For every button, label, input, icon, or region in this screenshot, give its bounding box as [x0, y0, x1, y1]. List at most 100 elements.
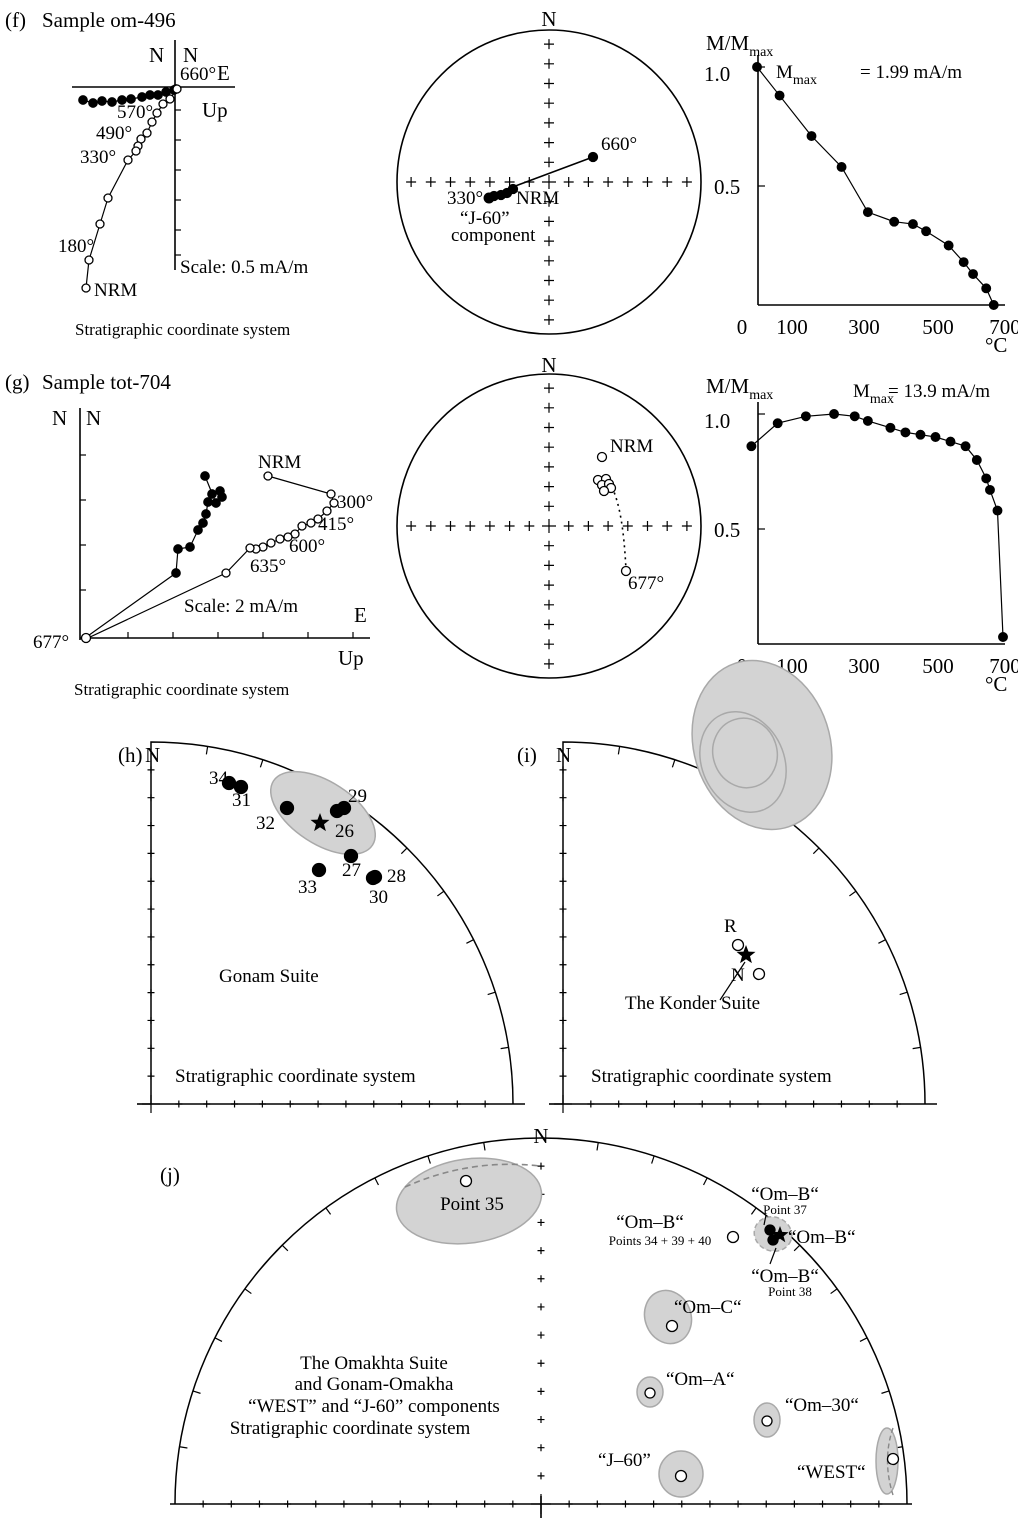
net-j-arc-tick: [374, 1177, 380, 1186]
net-i-etick: [865, 1100, 873, 1108]
net-j-desc-2: and Gonam-Omakha: [295, 1374, 454, 1395]
net-j-etick: [819, 1500, 827, 1508]
net-j-wtick: [199, 1500, 207, 1508]
demag-f-ytick-label: 0.5: [714, 175, 740, 199]
stereonet-f-tick: [544, 137, 554, 148]
demag-f-xtick-label: 0: [737, 315, 748, 339]
net-j-etick: [734, 1500, 742, 1508]
stereonet-g-tick: [544, 461, 554, 472]
demag-g-xtick-label: 300: [848, 654, 880, 678]
zij-f-vertical-point: [152, 108, 162, 118]
net-j-arc-tick: [483, 1142, 486, 1151]
net-i-etick: [754, 1100, 762, 1108]
zij-g-vertical-point: [266, 538, 276, 548]
net-j-wtick: [340, 1500, 348, 1508]
net-j-arc-tick: [281, 1244, 289, 1252]
zij-g-vertical-point: [221, 568, 231, 578]
stereonet-f-tick: [544, 216, 554, 227]
panel-label-g: (g): [5, 370, 30, 394]
net-j-ntick: [537, 1387, 545, 1395]
net-j-wtick: [453, 1500, 461, 1508]
net-h-arc-tick: [259, 759, 264, 768]
stereonet-g-point-677: [620, 565, 632, 577]
demag-f-mmax-main: M: [776, 62, 793, 83]
net-i-etick: [782, 1100, 790, 1108]
zij-g-coord: Stratigraphic coordinate system: [74, 680, 289, 699]
stereonet-f-point-330: [483, 192, 495, 204]
net-j-etick: [593, 1500, 601, 1508]
demag-f-curve-point: [752, 62, 762, 72]
stereonet-f-center: [542, 175, 556, 189]
zij-f-vertical-point: [123, 155, 133, 165]
zij-g-north-label-1: N: [52, 406, 67, 430]
net-j-wtick: [368, 1500, 376, 1508]
demag-g-xtick-label: 700: [989, 654, 1018, 678]
net-i-ntick: [559, 877, 567, 885]
stereonet-g-north: N: [541, 353, 556, 377]
net-i-ntick: [559, 989, 567, 997]
zij-f-vertical-point: [95, 219, 105, 229]
stereonet-f-tick: [544, 78, 554, 89]
stereonet-f-label-nrm: NRM: [516, 188, 559, 209]
net-i-etick: [670, 1100, 678, 1108]
net-i-etick: [726, 1100, 734, 1108]
net-i-etick: [615, 1100, 623, 1108]
zij-g-label-635: 635°: [250, 556, 286, 577]
zij-g-horizontal-point: [200, 471, 210, 481]
zij-g-horizontal-point: [185, 542, 195, 552]
net-j-label-oma: “Om–A“: [666, 1369, 735, 1390]
stereonet-g-tick: [544, 383, 554, 394]
net-i-etick: [587, 1100, 595, 1108]
stereonet-g-tick: [583, 521, 594, 531]
stereonet-g-tick: [544, 560, 554, 571]
net-h-arc-tick: [400, 847, 408, 855]
zij-g-up-label: Up: [338, 646, 364, 670]
net-h-north: N: [145, 743, 160, 767]
zij-f-vertical-point: [172, 84, 182, 94]
demag-f-unit: °C: [985, 333, 1007, 357]
stereonet-f-tick: [544, 196, 554, 207]
net-i-arc-tick: [617, 746, 621, 755]
net-i-ntick: [559, 766, 567, 774]
net-h-point: [233, 779, 249, 795]
net-i-arc-tick: [849, 890, 857, 897]
stereonet-f-tick: [544, 236, 554, 247]
net-j-arc-tick: [750, 1207, 757, 1215]
demag-g-ylabel: M/Mmax: [706, 374, 773, 403]
net-j-wtick: [227, 1500, 235, 1508]
stereonet-f-tick: [544, 295, 554, 306]
demag-g-curve-point: [746, 441, 757, 452]
net-j-center: [531, 1494, 551, 1514]
net-i-ntick: [559, 794, 567, 802]
net-h-ntick: [147, 794, 155, 802]
demag-f-curve-point: [889, 216, 900, 227]
stereonet-g-tick: [544, 422, 554, 433]
net-j-label-omb38-point: Point 38: [768, 1284, 812, 1299]
net-i-etick: [643, 1100, 651, 1108]
zij-g-horizontal-point: [211, 498, 221, 508]
net-h-ntick: [147, 849, 155, 857]
demag-g-curve-point: [900, 427, 911, 438]
net-h-ntick: [147, 877, 155, 885]
zij-g-origin-point: [80, 632, 92, 644]
stereonet-f-tick: [603, 177, 614, 187]
demag-g-curve-point: [862, 415, 873, 426]
net-j-label-omb-star: “Om–B“: [788, 1227, 856, 1248]
net-h-label-27: 27: [342, 860, 361, 881]
sample-title-f: Sample om-496: [42, 8, 176, 32]
net-h-arc-tick: [205, 746, 209, 755]
stereonet-f-tick: [563, 177, 574, 187]
net-h-boundary: [150, 741, 514, 1105]
net-j-label-west: “WEST“: [797, 1462, 866, 1483]
stereonet-f-tick: [425, 177, 436, 187]
net-h-label-32: 32: [256, 813, 275, 834]
stereonet-g-label-677: 677°: [628, 573, 664, 594]
net-j-arc-tick: [702, 1177, 708, 1186]
net-j-ellipse-point35: [395, 1157, 543, 1245]
zij-f-vertical-point: [158, 99, 168, 109]
net-j-point-omb-group: [726, 1230, 740, 1244]
zij-g-horizontal-point: [193, 525, 203, 535]
zij-g-label-677: 677°: [33, 632, 69, 653]
net-i-point-n: [752, 967, 766, 981]
zij-g-vertical-point: [326, 489, 336, 499]
